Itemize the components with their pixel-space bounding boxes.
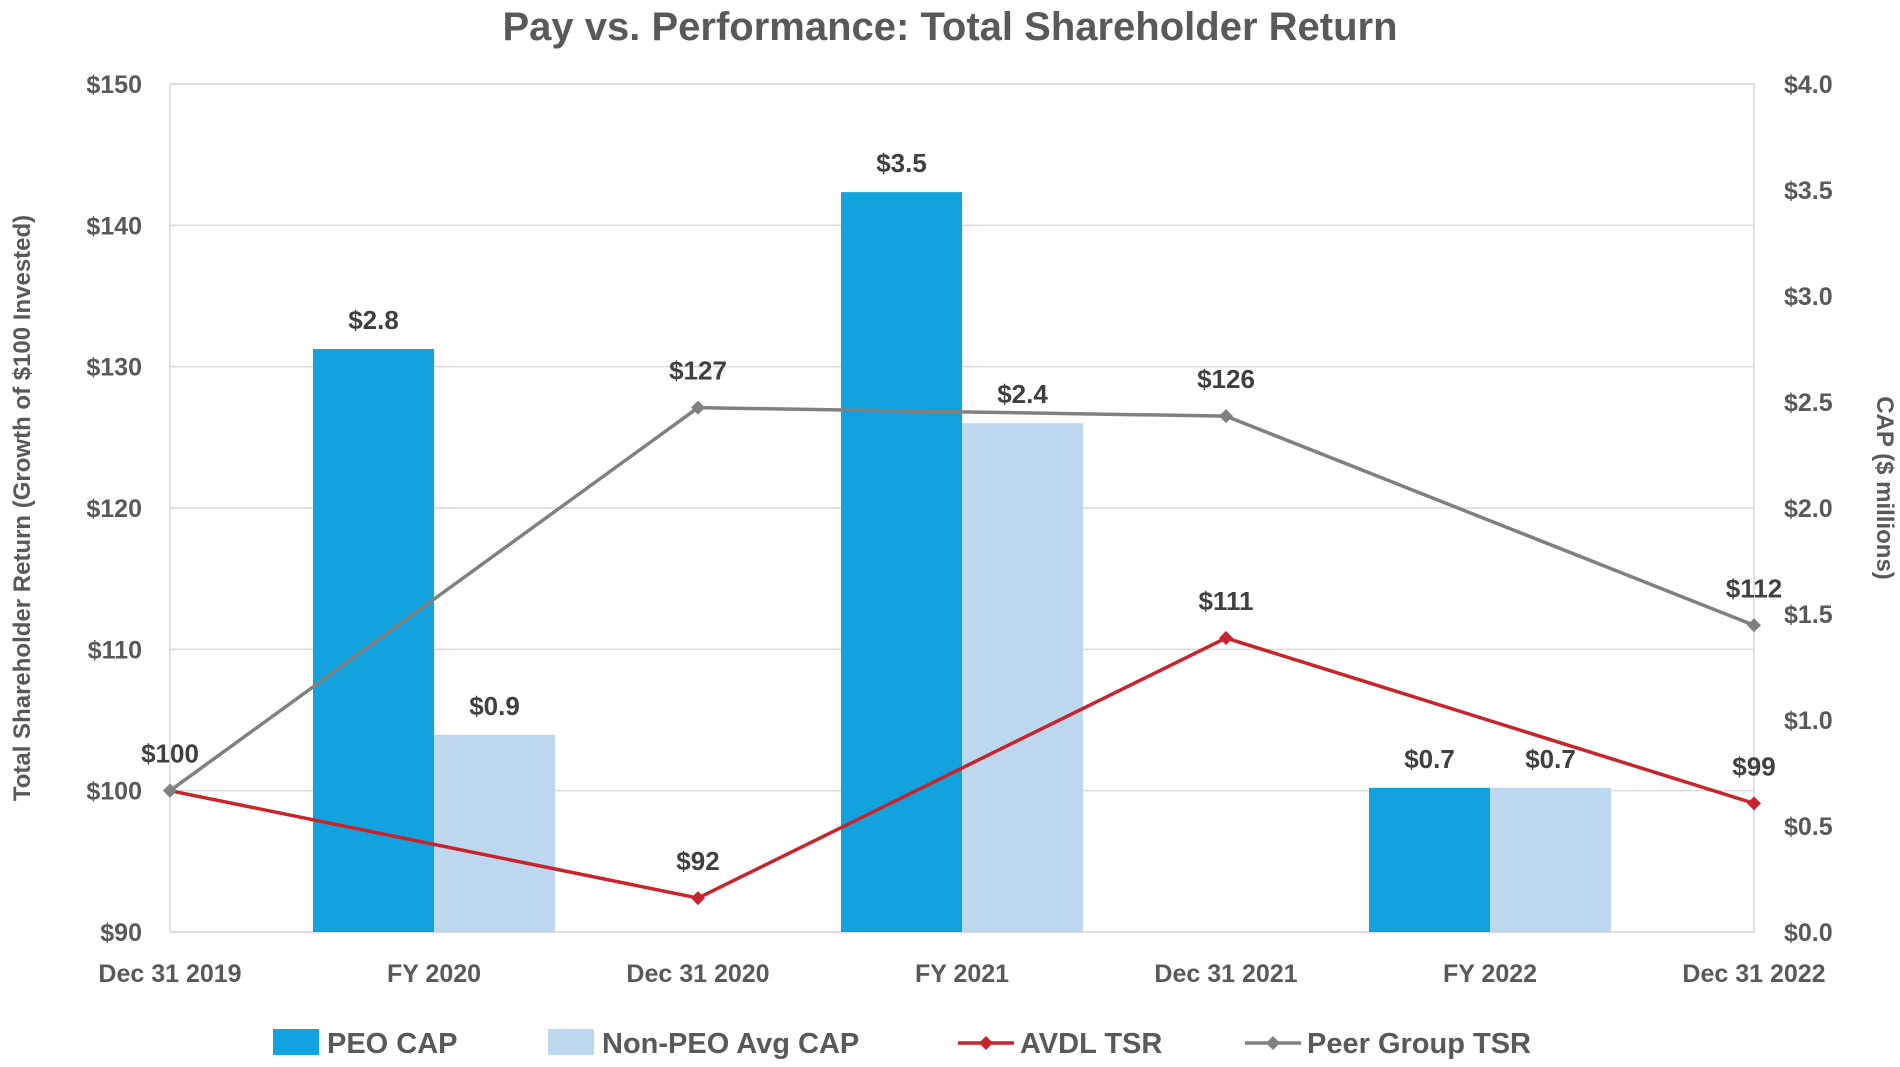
y-right-tick-label: $2.0: [1784, 495, 1833, 523]
axes: $90$100$110$120$130$140$150$0.0$0.5$1.0$…: [9, 71, 1898, 988]
peer-group-tsr-data-label: $126: [1197, 364, 1255, 394]
legend: PEO CAP Non-PEO Avg CAP AVDL TSR Peer Group…: [273, 1028, 1531, 1060]
non-peo-avg-cap-legend-label: Non-PEO Avg CAP: [602, 1028, 859, 1060]
peo-cap-data-label: $0.7: [1404, 744, 1455, 774]
y-right-tick-label: $1.0: [1784, 707, 1833, 735]
x-tick-label: Dec 31 2022: [1682, 960, 1825, 988]
non-peo-avg-cap-data-label: $0.7: [1525, 744, 1576, 774]
y-right-axis-title: CAP ($ millions): [1871, 396, 1898, 580]
y-left-axis-title: Total Shareholder Return (Growth of $100…: [9, 215, 36, 801]
x-tick-label: FY 2021: [915, 960, 1009, 988]
avdl-tsr-legend-label: AVDL TSR: [1020, 1028, 1162, 1060]
avdl-tsr-legend-marker: [979, 1036, 993, 1050]
peo-cap-bar: [1369, 787, 1490, 932]
y-left-tick-label: $100: [86, 778, 142, 806]
non-peo-avg-cap-legend-swatch: [548, 1029, 594, 1055]
avdl-tsr-data-label: $100: [141, 739, 199, 769]
y-right-tick-label: $0.0: [1784, 919, 1833, 947]
peer-group-tsr-line: [168, 405, 1755, 793]
peer-group-tsr-data-label: $127: [669, 356, 727, 386]
y-right-tick-label: $4.0: [1784, 71, 1833, 99]
lines: [163, 400, 1761, 906]
bars: [313, 192, 1611, 932]
non-peo-avg-cap-bar: [434, 734, 555, 932]
y-left-tick-label: $140: [86, 212, 142, 240]
peer-group-tsr-data-label: $112: [1726, 573, 1782, 603]
peer-group-tsr-marker: [1219, 409, 1233, 424]
peo-cap-data-label: $2.8: [348, 305, 399, 335]
peer-group-tsr-marker: [163, 783, 177, 798]
x-tick-label: Dec 31 2021: [1154, 960, 1297, 988]
y-left-tick-label: $120: [86, 495, 142, 523]
avdl-tsr-data-label: $111: [1199, 586, 1254, 616]
peer-group-tsr-legend-marker: [1266, 1036, 1280, 1050]
chart-title: Pay vs. Performance: Total Shareholder R…: [502, 5, 1397, 49]
peo-cap-bar: [313, 349, 434, 932]
avdl-tsr-marker: [1219, 631, 1233, 646]
x-tick-label: FY 2020: [387, 960, 481, 988]
avdl-tsr-marker: [691, 891, 705, 906]
non-peo-avg-cap-bar: [1490, 787, 1611, 932]
avdl-tsr-line: [169, 636, 1755, 900]
peer-group-tsr-marker: [1747, 618, 1761, 633]
peer-group-tsr-marker: [691, 400, 705, 415]
non-peo-avg-cap-data-label: $0.9: [469, 691, 520, 721]
peo-cap-data-label: $3.5: [876, 148, 927, 178]
data-labels: $2.8 $3.5 $0.7 $0.9 $2.4 $0.7 $100 $92 $111 $99 $1…: [141, 148, 1782, 876]
peo-cap-legend-swatch: [273, 1029, 319, 1055]
avdl-tsr-marker: [1747, 796, 1761, 811]
peer-group-tsr-legend-label: Peer Group TSR: [1307, 1028, 1531, 1060]
y-left-tick-label: $130: [86, 354, 142, 382]
avdl-tsr-data-label: $99: [1732, 751, 1775, 781]
y-left-tick-label: $110: [88, 636, 142, 664]
non-peo-avg-cap-data-label: $2.4: [997, 379, 1048, 409]
y-left-tick-label: $150: [86, 71, 142, 99]
y-right-tick-label: $0.5: [1784, 813, 1833, 841]
y-right-tick-label: $2.5: [1784, 389, 1833, 417]
y-right-tick-label: $3.5: [1784, 177, 1833, 205]
avdl-tsr-data-label: $92: [676, 846, 719, 876]
y-right-tick-label: $1.5: [1784, 601, 1833, 629]
x-tick-label: FY 2022: [1443, 960, 1537, 988]
peo-cap-bar: [841, 192, 962, 932]
peo-cap-legend-label: PEO CAP: [327, 1028, 458, 1060]
x-tick-label: Dec 31 2019: [98, 960, 241, 988]
x-tick-label: Dec 31 2020: [626, 960, 769, 988]
y-right-tick-label: $3.0: [1784, 283, 1833, 311]
y-left-tick-label: $90: [100, 919, 142, 947]
non-peo-avg-cap-bar: [962, 423, 1083, 932]
